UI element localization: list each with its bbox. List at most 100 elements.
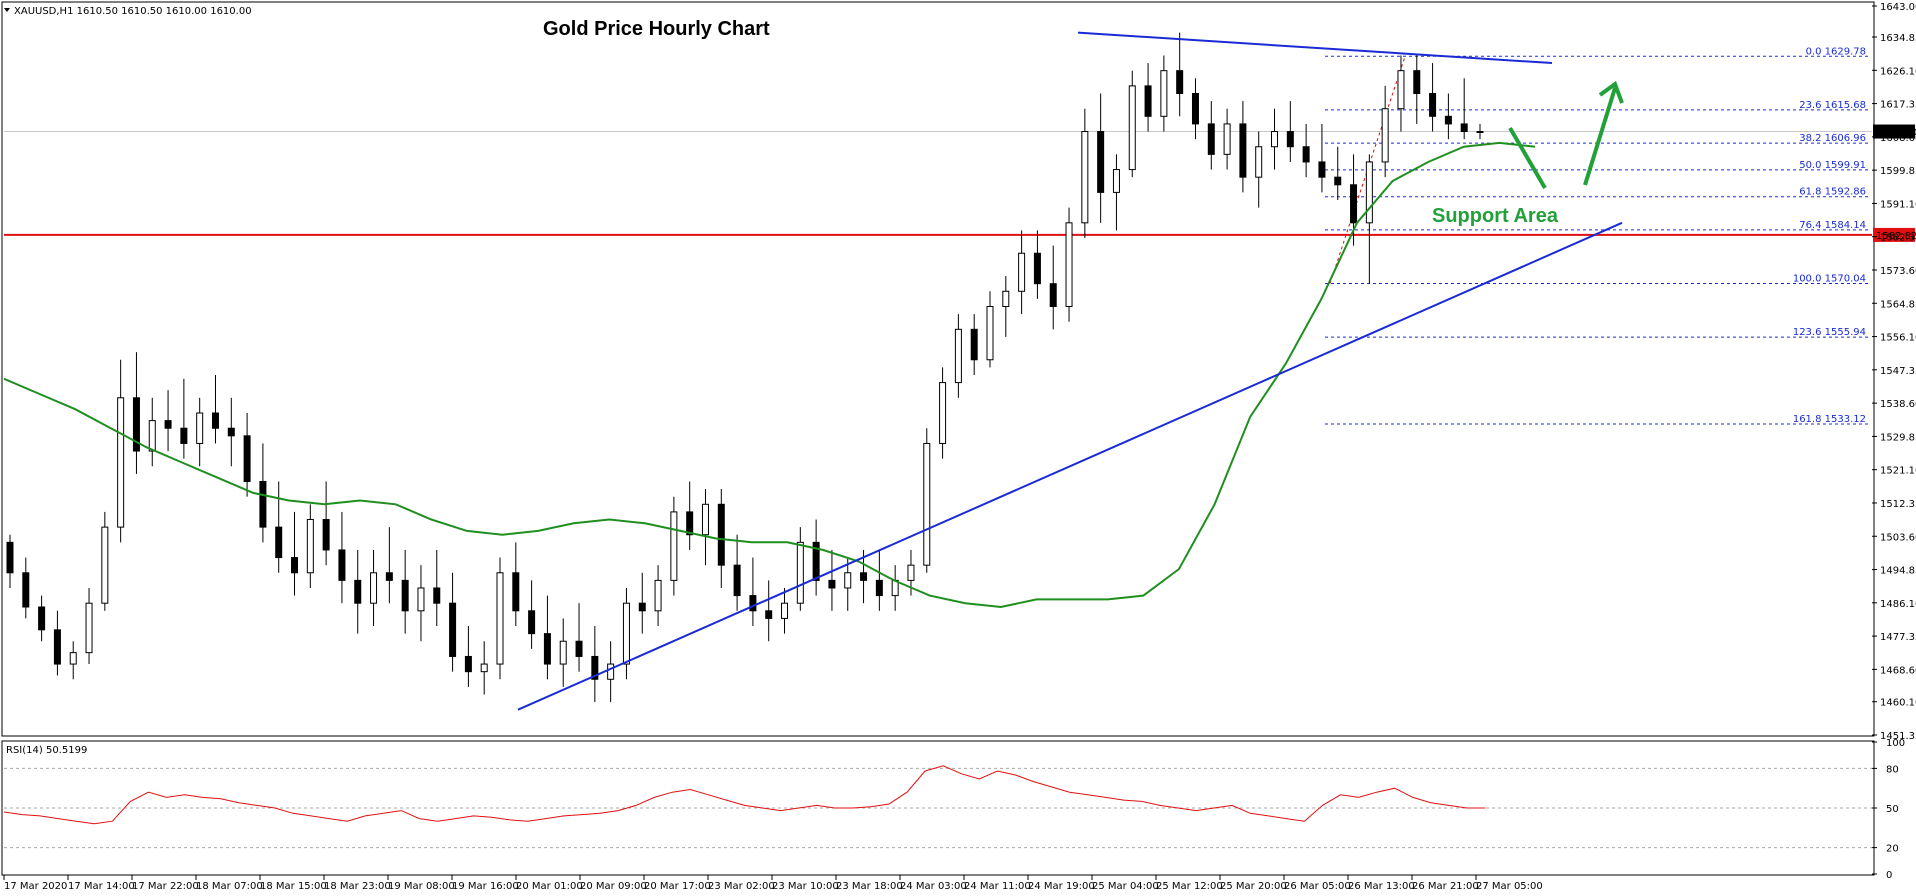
candle-body xyxy=(354,579,362,604)
y-tick-label: 1468.60 xyxy=(1880,665,1916,676)
candle-body xyxy=(844,572,852,589)
candle-body xyxy=(480,663,488,673)
y-tick-label: 1573.60 xyxy=(1880,266,1916,277)
candle-body xyxy=(6,541,14,574)
candle-body xyxy=(733,564,741,597)
up-arrow xyxy=(1583,80,1624,186)
candle-body xyxy=(1049,283,1057,308)
candle-body xyxy=(812,541,820,581)
candle-body xyxy=(259,480,267,528)
candle-body xyxy=(417,587,425,612)
candle-body xyxy=(575,640,583,657)
x-tick-label: 20 Mar 09:00 xyxy=(580,881,647,892)
fib-level-label: 38.2 1606.96 xyxy=(1799,133,1866,144)
candle-body xyxy=(717,503,725,566)
candle-body xyxy=(543,633,551,665)
candle-body xyxy=(749,595,757,612)
price-axis: 1643.00 1634.85 1626.10 1617.35 1608.60 1599.… xyxy=(1872,2,1916,742)
candle-body xyxy=(907,564,915,581)
candle-body xyxy=(69,652,77,665)
candle-body xyxy=(38,606,46,631)
candle-body xyxy=(622,602,630,665)
x-tick-label: 24 Mar 03:00 xyxy=(900,881,967,892)
x-tick-label: 20 Mar 17:00 xyxy=(644,881,711,892)
candle-body xyxy=(1444,115,1452,125)
x-tick-label: 20 Mar 01:00 xyxy=(516,881,583,892)
candle-body xyxy=(875,579,883,597)
y-tick-label: 1451.35 xyxy=(1880,731,1916,742)
candle-body xyxy=(796,541,804,604)
candle-body xyxy=(275,526,283,559)
candle-body xyxy=(322,519,330,551)
y-tick-label: 1503.60 xyxy=(1880,532,1916,543)
rsi-tick-label: 20 xyxy=(1886,844,1899,855)
resistance-box xyxy=(1873,227,1915,242)
x-tick-label: 24 Mar 19:00 xyxy=(1028,881,1095,892)
candle-body xyxy=(559,640,567,665)
rsi-tick-label: 50 xyxy=(1886,804,1899,815)
down-arrow-line xyxy=(1508,126,1547,190)
candle-body xyxy=(591,655,599,680)
candle-body xyxy=(227,427,235,437)
grid-lines: 1610.00 1582.82 xyxy=(4,124,1916,242)
candle-body xyxy=(607,663,615,680)
candle-body xyxy=(765,610,773,619)
y-tick-label: 1460.10 xyxy=(1880,698,1916,709)
y-tick-label: 1538.60 xyxy=(1880,399,1916,410)
candle-body xyxy=(101,526,109,604)
x-tick-label: 24 Mar 11:00 xyxy=(964,881,1031,892)
candle-body xyxy=(1144,85,1152,117)
y-tick-label: 1512.35 xyxy=(1880,499,1916,510)
x-tick-label: 25 Mar 04:00 xyxy=(1092,881,1159,892)
candle-body xyxy=(701,503,709,536)
symbol-dropdown-icon[interactable] xyxy=(4,8,10,12)
candle-body xyxy=(1302,146,1310,163)
x-tick-label: 17 Mar 22:00 xyxy=(132,881,199,892)
moving-average-line xyxy=(3,141,1536,609)
y-tick-label: 1617.35 xyxy=(1880,100,1916,111)
rsi-tick-label: 0 xyxy=(1886,870,1892,881)
current-price-label: 1610.00 xyxy=(1876,128,1916,139)
y-tick-label: 1486.10 xyxy=(1880,599,1916,610)
candle-body xyxy=(180,427,188,444)
x-tick-label: 19 Mar 16:00 xyxy=(452,881,519,892)
resistance-trendline xyxy=(1077,31,1553,65)
candle-body xyxy=(211,412,219,429)
rsi-series: 100 80 50 20 0 xyxy=(3,738,1905,881)
y-tick-label: 1529.85 xyxy=(1880,432,1916,443)
candle-body xyxy=(1255,146,1263,178)
candle-body xyxy=(1460,123,1468,133)
y-tick-label: 1626.10 xyxy=(1880,66,1916,77)
fib-level-label: 0.0 1629.78 xyxy=(1806,46,1866,57)
candle-body xyxy=(860,572,868,581)
candle-body xyxy=(1365,161,1373,224)
candle-body xyxy=(243,435,251,482)
x-tick-label: 17 Mar 2020 xyxy=(4,881,67,892)
x-tick-label: 25 Mar 12:00 xyxy=(1156,881,1223,892)
candle-body xyxy=(291,557,299,574)
candle-body xyxy=(954,328,962,384)
candle-body xyxy=(148,420,156,452)
candle-body xyxy=(1318,161,1326,178)
x-tick-label: 26 Mar 05:00 xyxy=(1284,881,1351,892)
candle-body xyxy=(686,511,694,536)
candle-body xyxy=(1112,169,1120,193)
fib-level-label: 123.6 1555.94 xyxy=(1793,327,1866,338)
candle-body xyxy=(496,572,504,665)
x-tick-label: 17 Mar 14:00 xyxy=(68,881,135,892)
candle-body xyxy=(196,412,204,444)
x-tick-label: 18 Mar 15:00 xyxy=(260,881,327,892)
fib-level-label: 50.0 1599.91 xyxy=(1799,160,1866,171)
fib-level-label: 161.8 1533.12 xyxy=(1793,414,1866,425)
candlestick-series xyxy=(6,32,1484,703)
rsi-tick-label: 100 xyxy=(1886,738,1905,749)
candle-body xyxy=(670,511,678,581)
trendlines xyxy=(517,31,1624,711)
moving-average-series xyxy=(3,141,1536,609)
candle-body xyxy=(1081,131,1089,224)
candle-body xyxy=(85,602,93,654)
x-tick-label: 25 Mar 20:00 xyxy=(1220,881,1287,892)
candle-body xyxy=(939,382,947,444)
candle-body xyxy=(53,629,61,665)
